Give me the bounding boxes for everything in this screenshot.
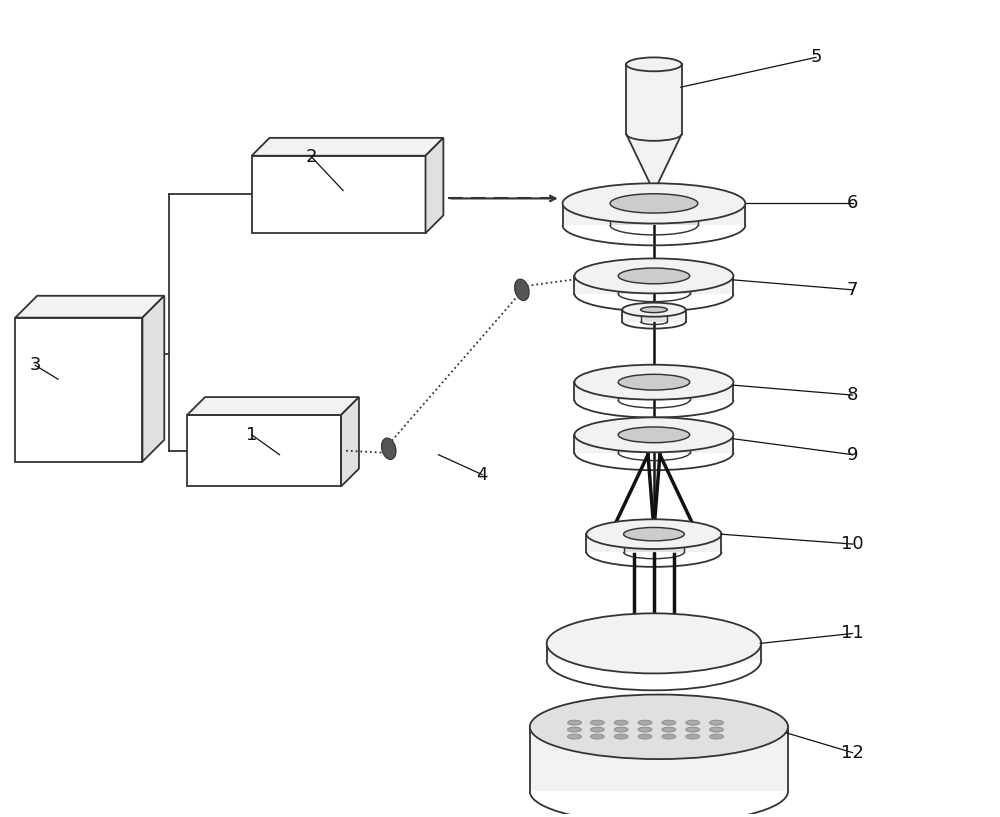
Text: 8: 8 xyxy=(847,386,858,404)
Ellipse shape xyxy=(686,734,700,739)
Ellipse shape xyxy=(590,734,604,739)
Ellipse shape xyxy=(610,194,698,213)
Polygon shape xyxy=(622,310,686,322)
Ellipse shape xyxy=(638,727,652,732)
Ellipse shape xyxy=(563,183,745,224)
Text: 12: 12 xyxy=(841,743,864,761)
Ellipse shape xyxy=(638,734,652,739)
Text: 1: 1 xyxy=(246,426,257,444)
Ellipse shape xyxy=(626,57,682,71)
Text: 2: 2 xyxy=(306,148,317,166)
Ellipse shape xyxy=(568,727,581,732)
Polygon shape xyxy=(626,65,682,134)
Ellipse shape xyxy=(547,614,761,673)
Polygon shape xyxy=(341,397,359,486)
Polygon shape xyxy=(252,138,443,156)
Ellipse shape xyxy=(381,438,396,459)
Ellipse shape xyxy=(586,520,721,549)
Polygon shape xyxy=(618,382,690,400)
Polygon shape xyxy=(618,435,690,453)
Ellipse shape xyxy=(590,727,604,732)
Text: 4: 4 xyxy=(476,466,488,484)
Polygon shape xyxy=(142,296,164,462)
Polygon shape xyxy=(187,415,341,486)
Polygon shape xyxy=(626,134,682,184)
Polygon shape xyxy=(610,203,698,225)
Text: 5: 5 xyxy=(810,48,822,66)
Ellipse shape xyxy=(614,720,628,725)
Text: 6: 6 xyxy=(847,194,858,212)
Polygon shape xyxy=(187,397,359,415)
Ellipse shape xyxy=(568,734,581,739)
Polygon shape xyxy=(547,644,761,660)
Polygon shape xyxy=(618,276,690,294)
Ellipse shape xyxy=(590,720,604,725)
Ellipse shape xyxy=(614,734,628,739)
Ellipse shape xyxy=(638,720,652,725)
Text: 7: 7 xyxy=(847,281,858,299)
Polygon shape xyxy=(563,203,745,225)
Ellipse shape xyxy=(662,734,676,739)
Polygon shape xyxy=(574,382,733,400)
Ellipse shape xyxy=(618,374,690,390)
Polygon shape xyxy=(586,534,721,552)
Polygon shape xyxy=(574,435,733,453)
Text: 9: 9 xyxy=(847,446,858,464)
Ellipse shape xyxy=(710,720,723,725)
Ellipse shape xyxy=(624,528,684,541)
Polygon shape xyxy=(15,318,142,462)
Ellipse shape xyxy=(710,734,723,739)
Ellipse shape xyxy=(686,727,700,732)
Ellipse shape xyxy=(686,720,700,725)
Text: 10: 10 xyxy=(841,535,864,553)
Ellipse shape xyxy=(574,417,733,453)
Ellipse shape xyxy=(574,364,733,400)
Polygon shape xyxy=(426,138,443,233)
Polygon shape xyxy=(15,296,164,318)
Ellipse shape xyxy=(515,279,529,301)
Ellipse shape xyxy=(568,720,581,725)
Ellipse shape xyxy=(614,727,628,732)
Polygon shape xyxy=(252,156,426,233)
Ellipse shape xyxy=(618,427,690,443)
Ellipse shape xyxy=(641,306,667,313)
Ellipse shape xyxy=(530,694,788,759)
Polygon shape xyxy=(574,276,733,294)
Ellipse shape xyxy=(662,720,676,725)
Ellipse shape xyxy=(618,268,690,283)
Ellipse shape xyxy=(662,727,676,732)
Ellipse shape xyxy=(574,258,733,293)
Polygon shape xyxy=(624,534,684,552)
Polygon shape xyxy=(530,727,788,792)
Ellipse shape xyxy=(710,727,723,732)
Ellipse shape xyxy=(622,302,686,317)
Text: 3: 3 xyxy=(29,356,41,374)
Text: 11: 11 xyxy=(841,624,864,642)
Polygon shape xyxy=(641,310,667,322)
